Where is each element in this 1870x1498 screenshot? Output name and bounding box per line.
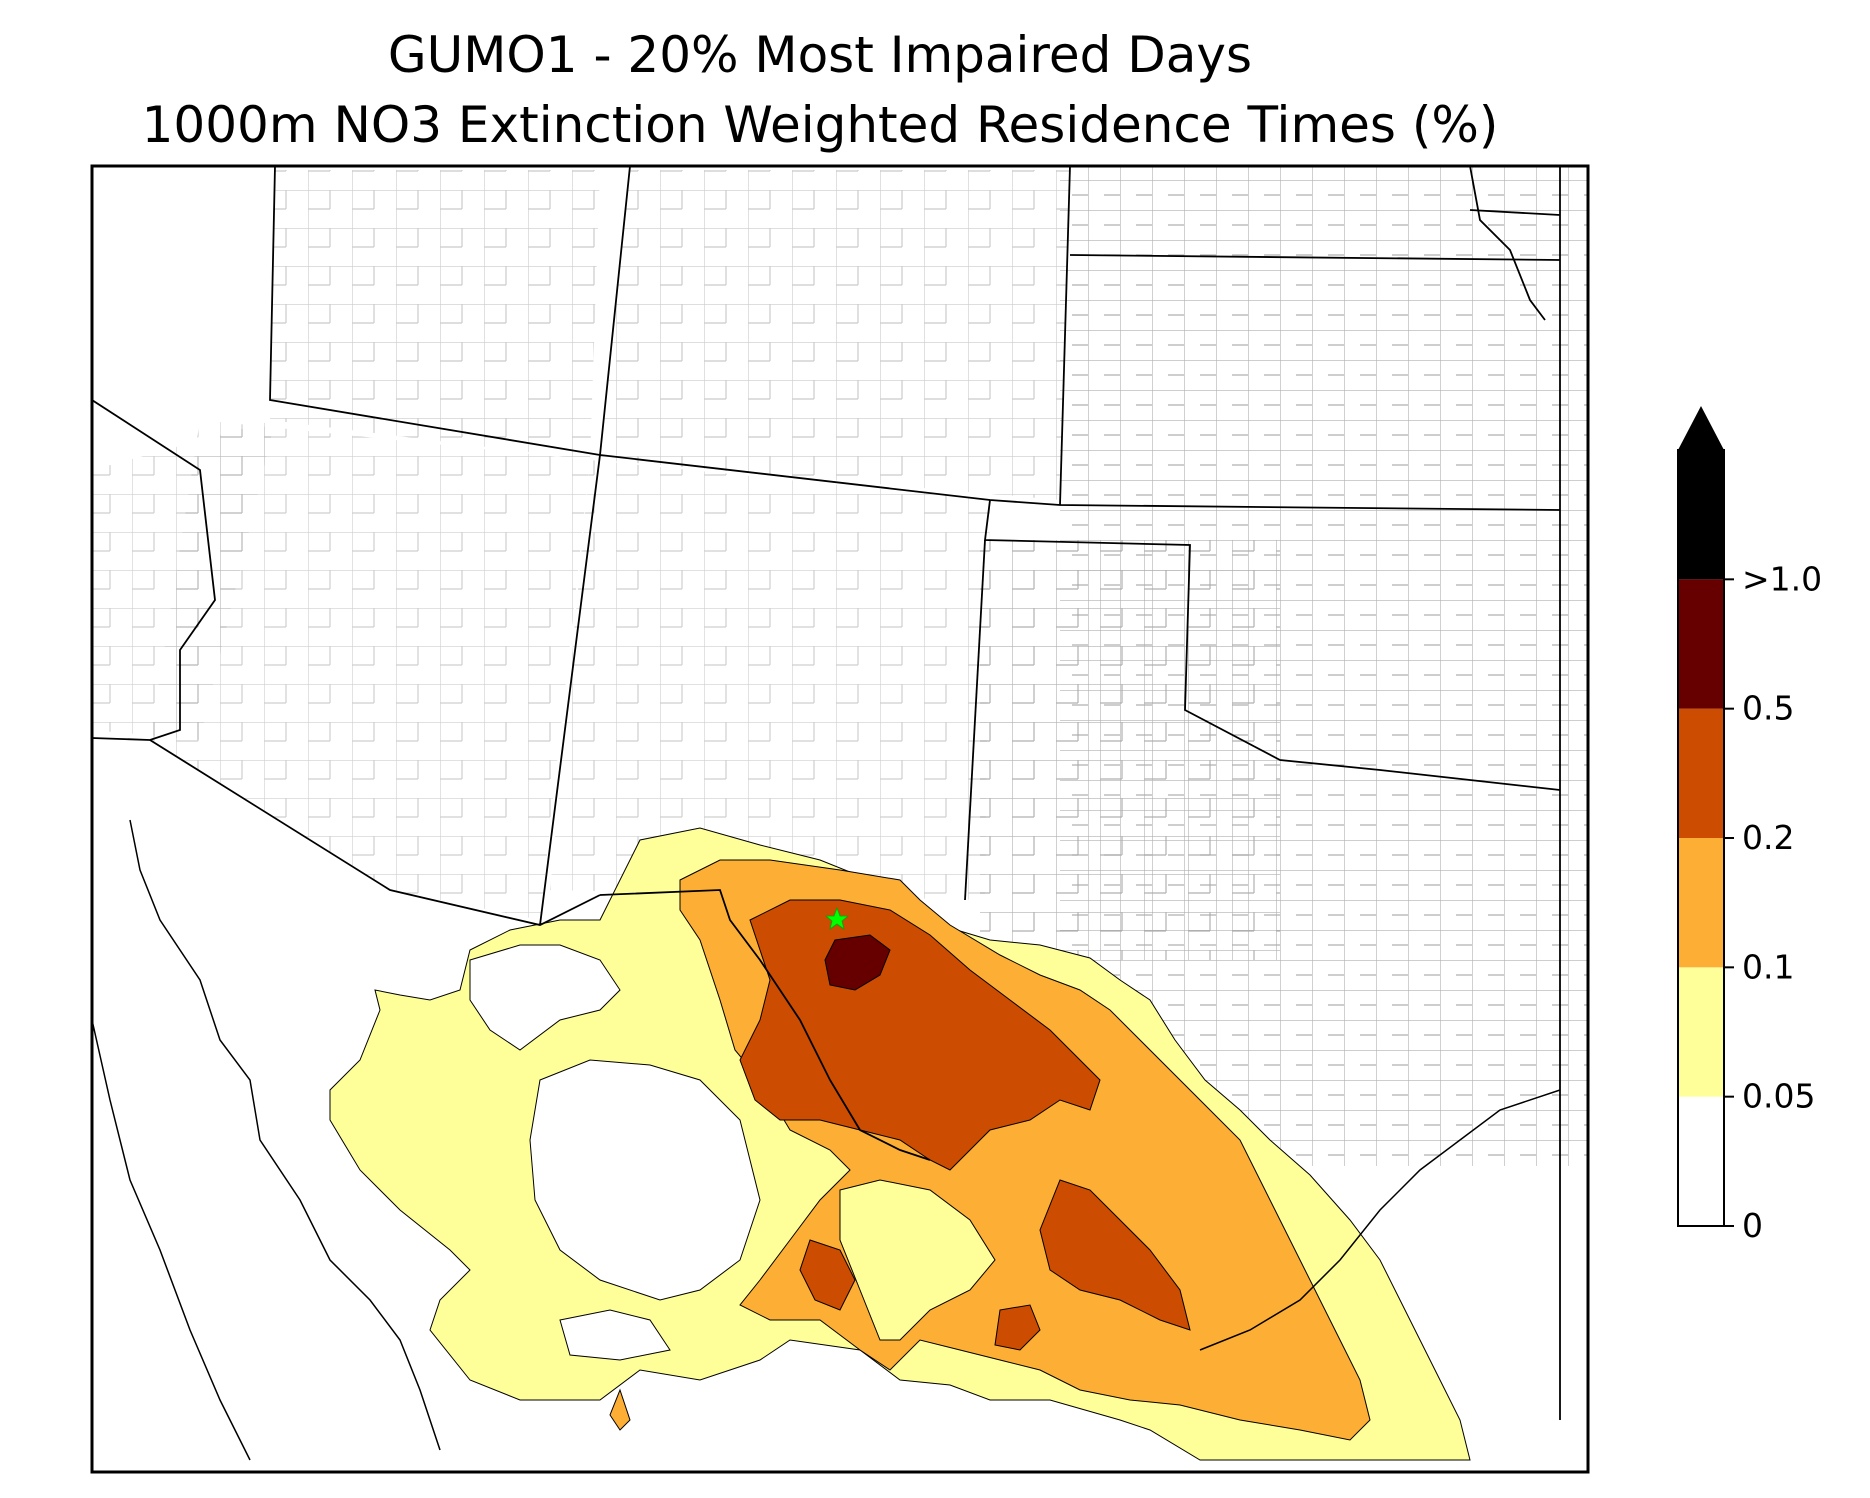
colorbar: 0 0.05 0.1 0.2 0.5 >1.0	[1677, 406, 1822, 1245]
colorbar-segment-4	[1678, 579, 1724, 709]
colorbar-segment-0	[1678, 1096, 1724, 1226]
colorbar-tick-label-1: 0.05	[1742, 1077, 1815, 1116]
site-star-icon	[824, 906, 850, 930]
map-area	[92, 166, 1588, 1461]
residence-time-contours	[329, 827, 1471, 1461]
colorbar-tick-label-2: 0.1	[1742, 947, 1794, 986]
chart-title-line-1: GUMO1 - 20% Most Impaired Days	[387, 26, 1253, 84]
colorbar-segment-5	[1678, 450, 1724, 580]
colorbar-tick-label-3: 0.2	[1742, 818, 1794, 857]
chart-title-line-2: 1000m NO3 Extinction Weighted Residence …	[141, 96, 1499, 154]
colorbar-tick-label-5: >1.0	[1742, 559, 1822, 598]
county-borders	[92, 166, 1588, 1166]
colorbar-segment-1	[1678, 967, 1724, 1097]
colorbar-segment-2	[1678, 838, 1724, 968]
state-borders	[92, 166, 1561, 1420]
colorbar-extend-arrow	[1678, 406, 1724, 450]
coastline	[92, 819, 1561, 1461]
colorbar-tick-label-0: 0	[1742, 1206, 1763, 1245]
colorbar-tick-label-4: 0.5	[1742, 689, 1794, 728]
colorbar-segment-3	[1678, 708, 1724, 838]
map-frame	[90, 164, 1590, 1474]
contour-level-0.5	[824, 934, 891, 991]
